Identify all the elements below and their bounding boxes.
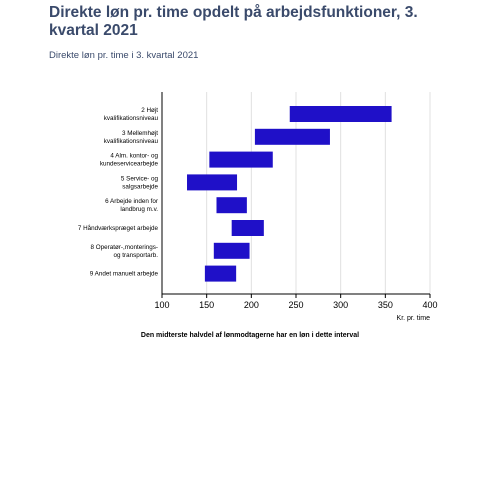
category-label-line: 8 Operatør-,monterings- xyxy=(90,244,158,251)
category-label: 3 Mellemhøjt kvalifikationsniveau xyxy=(104,130,159,145)
category-label-line: og transportarb. xyxy=(114,252,159,259)
range-bar xyxy=(209,151,273,168)
range-bar xyxy=(231,220,264,236)
category-label: 8 Operatør-,monterings-og transportarb. xyxy=(90,244,158,259)
category-label-line: 9 Andet manuelt arbejde xyxy=(90,271,159,278)
range-bar xyxy=(213,242,250,259)
x-tick-label: 150 xyxy=(199,300,214,310)
range-bar xyxy=(187,174,238,191)
range-bar xyxy=(216,197,247,214)
category-label-line: kvalifikationsniveau xyxy=(104,115,159,122)
category-label-line: 7 Håndværkspræget arbejde xyxy=(78,224,159,232)
category-label-line: 2 Højt xyxy=(141,107,158,114)
x-tick-label: 250 xyxy=(288,300,303,310)
range-bar xyxy=(204,265,237,282)
x-tick-label: 400 xyxy=(422,300,437,310)
category-label-line: 3 Mellemhøjt xyxy=(122,130,158,137)
x-axis-label: Kr. pr. time xyxy=(397,315,431,322)
chart-subtitle: Direkte løn pr. time i 3. kvartal 2021 xyxy=(49,50,199,61)
x-tick-label: 350 xyxy=(378,300,393,310)
category-label-line: 5 Service- og xyxy=(121,175,159,182)
category-label-line: kvalifikationsniveau xyxy=(104,138,159,145)
category-label-line: 6 Arbejde inden for xyxy=(105,198,158,205)
x-tick-label: 200 xyxy=(244,300,259,310)
category-label: 2 Højt kvalifikationsniveau xyxy=(104,107,159,122)
chart-title: Direkte løn pr. time opdelt på arbejdsfu… xyxy=(49,4,418,39)
range-bar xyxy=(289,106,392,122)
x-tick-label: 300 xyxy=(333,300,348,310)
x-tick-label: 100 xyxy=(154,300,169,310)
category-label-line: landbrug m.v. xyxy=(120,206,158,213)
category-label: 5 Service- og salgsarbejde xyxy=(121,175,159,190)
range-bar xyxy=(254,128,330,145)
category-label-line: 4 Alm. kontor- og xyxy=(110,153,158,160)
chart-note: Den midterste halvdel af lønmodtagerne h… xyxy=(140,332,360,339)
category-label: 6 Arbejde inden for landbrug m.v. xyxy=(105,198,158,213)
category-label-line: salgsarbejde xyxy=(122,183,158,190)
category-label: 9 Andet manuelt arbejde xyxy=(90,271,159,278)
category-label: 7 Håndværkspræget arbejde xyxy=(78,224,159,232)
category-label: 4 Alm. kontor- og kundeservicearbejde xyxy=(100,153,159,168)
category-label-line: kundeservicearbejde xyxy=(100,161,159,168)
